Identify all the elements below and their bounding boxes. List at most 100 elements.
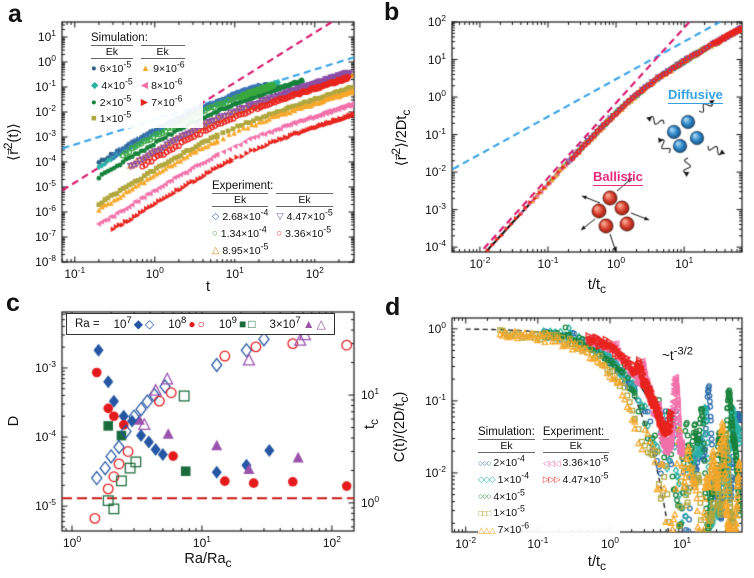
legend-item-label: 4.47×10-5 <box>286 207 333 223</box>
tick-label: 10-1 <box>527 535 549 551</box>
legend-title: Experiment: <box>212 180 274 192</box>
tick-label: 10-2 <box>425 163 446 180</box>
legend-item: 107 ◆ ◇ <box>113 315 155 331</box>
legend-item: 109 ■ □ <box>218 315 256 331</box>
legend-item: ○ 3.36×10-5 <box>276 224 332 243</box>
legend-marker-icon: ○ <box>276 227 283 239</box>
legend-item: ▽ 4.47×10-5 <box>276 207 333 226</box>
ballistic-inset-label: Ballistic <box>593 169 643 186</box>
tick-label: 10-7 <box>35 228 56 244</box>
legend-item: 108 ● ○ <box>168 315 205 331</box>
diffusive-inset-label: Diffusive <box>668 87 723 104</box>
legend-item: ■ 1×10-5 <box>91 111 133 128</box>
legend-item-label: 3×107 <box>269 315 301 331</box>
panel-a-letter: a <box>8 0 22 28</box>
legend-marker-icon: ◁◁◁ <box>542 457 561 468</box>
tick-label: 10-1 <box>64 265 86 281</box>
legend-item: ▷▷▷ 4.47×10-5 <box>543 471 609 489</box>
legend-ek-header: Ek <box>478 439 535 453</box>
legend-item-label: 3.36×10-5 <box>285 224 332 240</box>
legend-item-label: 109 <box>218 315 237 331</box>
panel-a-experiment-legend: Experiment: Ek ◇ 2.68×10-4 ○ 1.34×10-4 △ 8.95×1… <box>212 180 348 260</box>
legend-marker-icon: ● <box>188 317 196 331</box>
legend-item: ○ 1.34×10-4 <box>212 224 268 243</box>
tick-label: 10-4 <box>35 153 56 169</box>
legend-ek-header: Ek <box>140 45 185 59</box>
panel-d-xaxis-label: t/tc <box>587 554 607 573</box>
legend-item: ◆ 4×10-5 <box>91 77 133 95</box>
legend-item-label: 4×10-5 <box>493 487 525 503</box>
tick-label: 10-4 <box>35 428 56 445</box>
legend-ek-header: Ek <box>212 193 269 207</box>
panel-d-legend: Simulation: Ek ○○○ 2×10-4 ◇◇◇ 1×10-4 ○○○ 4×10-5… <box>478 426 620 539</box>
panel-b-letter: b <box>384 0 400 26</box>
tick-label: 102 <box>305 265 324 281</box>
legend-marker-icon: ◇◇◇ <box>478 474 496 485</box>
legend-item-label: 7×10-6 <box>151 93 183 109</box>
legend-marker-icon: ◇ <box>144 317 155 331</box>
legend-marker-icon: ▲ <box>302 317 315 331</box>
legend-marker-icon: □ <box>248 317 256 331</box>
tick-label: 101 <box>361 386 380 403</box>
tick-label: 101 <box>225 265 244 281</box>
legend-marker-icon: ○○○ <box>478 457 491 468</box>
legend-marker-icon: □□□ <box>478 507 491 518</box>
tick-label: 10-2 <box>455 535 477 551</box>
legend-item: ● 6×10-5 <box>91 59 133 78</box>
legend-item-label: 6×10-5 <box>99 59 132 75</box>
power-law-annotation: ~t-3/2 <box>662 345 694 363</box>
legend-item: ◇ 2.68×10-4 <box>212 207 269 226</box>
panel-c-letter: c <box>6 289 20 317</box>
tick-label: 10-1 <box>537 255 559 271</box>
legend-item-label: 107 <box>113 315 132 331</box>
tick-label: 10-5 <box>35 497 56 514</box>
tick-label: 10-2 <box>35 103 56 119</box>
tick-label: 10-6 <box>35 203 56 219</box>
tick-label: 10-8 <box>35 253 56 269</box>
tick-label: 101 <box>192 534 211 550</box>
legend-item: ▲ 9×10-6 <box>140 60 185 78</box>
legend-item: ○○○ 4×10-5 <box>478 487 535 506</box>
legend-item: ● 2×10-5 <box>91 94 133 112</box>
legend-ek-header: Ek <box>542 439 609 453</box>
legend-ek-header: Ek <box>276 193 333 207</box>
legend-item: △△△ 7×10-6 <box>478 520 535 539</box>
legend-item: ◇◇◇ 1×10-4 <box>478 471 535 489</box>
legend-item: ◁◁◁ 3.36×10-5 <box>542 453 609 472</box>
tick-label: 10-1 <box>425 125 446 142</box>
tick-label: 10-3 <box>35 358 56 375</box>
tick-label: 10-2 <box>425 463 446 480</box>
tick-label: 10-1 <box>35 78 56 94</box>
legend-item: □□□ 1×10-5 <box>478 505 535 522</box>
legend-item-label: 1.34×10-4 <box>220 224 267 240</box>
legend-title: Simulation: <box>91 32 148 44</box>
legend-marker-icon: ○ <box>197 317 205 331</box>
panel-a-simulation-legend: Simulation: Ek ● 6×10-5 ◆ 4×10-5 ● 2×10-5 ■ 1×10-… <box>91 32 203 129</box>
legend-item: ◀ 8×10-6 <box>140 77 185 95</box>
tick-label: 100 <box>600 535 620 551</box>
tick-label: 100 <box>427 88 446 105</box>
legend-item-label: 7×10-6 <box>497 520 530 537</box>
tick-label: 10-5 <box>35 178 56 194</box>
panel-c-xaxis-label: Ra/Rac <box>184 551 232 570</box>
panel-d-yaxis-label: C(t)/(2D/tc) <box>392 391 411 463</box>
tick-label: 10-3 <box>35 128 56 144</box>
legend-item-label: 1×10-5 <box>493 503 525 520</box>
legend-marker-icon: ▽ <box>276 211 284 222</box>
legend-item-label: 8.95×10-5 <box>222 241 269 257</box>
tick-label: 100 <box>62 534 82 550</box>
legend-item-label: 2×10-4 <box>493 453 525 469</box>
legend-marker-icon: ■ <box>238 317 247 331</box>
legend-marker-icon: ◆ <box>133 317 143 331</box>
legend-item-label: 2.68×10-4 <box>222 207 269 223</box>
legend-marker-icon: ▶ <box>140 96 149 108</box>
tick-label: 101 <box>673 535 692 551</box>
legend-marker-icon: ▲ <box>140 63 151 74</box>
legend-title: Simulation: <box>478 426 535 438</box>
legend-item-label: 3.36×10-5 <box>562 453 609 469</box>
legend-item: ▶ 7×10-6 <box>140 93 185 112</box>
legend-marker-icon: ◀ <box>140 79 149 91</box>
legend-marker-icon: ● <box>91 96 97 108</box>
legend-item-label: 108 <box>168 315 187 331</box>
legend-marker-icon: ○○○ <box>478 491 491 502</box>
